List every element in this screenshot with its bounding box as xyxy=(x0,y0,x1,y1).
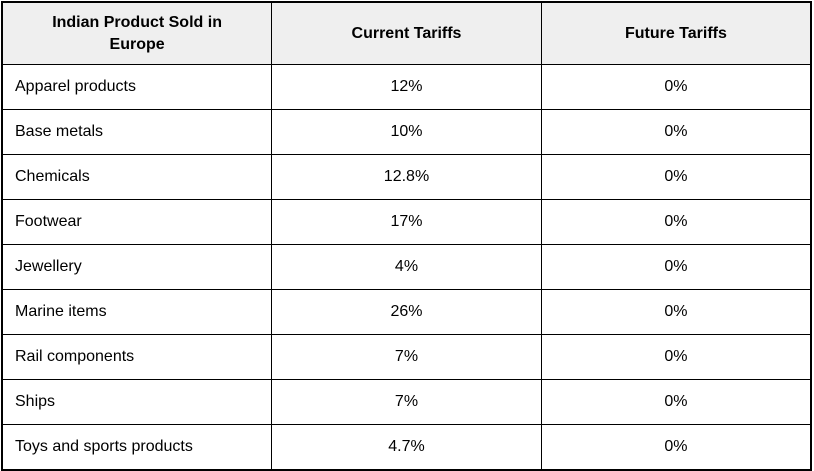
future-tariff-cell: 0% xyxy=(540,424,812,471)
current-tariff-cell: 7% xyxy=(271,379,542,425)
table-row: Apparel products 12% 0% xyxy=(1,64,812,110)
table-row: Chemicals 12.8% 0% xyxy=(1,154,812,200)
table-row: Footwear 17% 0% xyxy=(1,199,812,245)
current-tariff-cell: 7% xyxy=(271,334,542,380)
table-row: Base metals 10% 0% xyxy=(1,109,812,155)
current-tariff-cell: 4% xyxy=(271,244,542,290)
future-tariff-cell: 0% xyxy=(540,289,812,335)
header-product-label: Indian Product Sold in Europe xyxy=(52,13,222,53)
product-cell: Base metals xyxy=(1,109,273,155)
table-row: Toys and sports products 4.7% 0% xyxy=(1,424,812,471)
product-cell: Footwear xyxy=(1,199,273,245)
product-cell: Toys and sports products xyxy=(1,424,273,471)
product-cell: Chemicals xyxy=(1,154,273,200)
header-product-column: Indian Product Sold in Europe xyxy=(1,1,273,65)
current-tariff-cell: 17% xyxy=(271,199,542,245)
current-tariff-cell: 4.7% xyxy=(271,424,542,471)
future-tariff-cell: 0% xyxy=(540,334,812,380)
product-cell: Ships xyxy=(1,379,273,425)
future-tariff-cell: 0% xyxy=(540,109,812,155)
future-tariff-cell: 0% xyxy=(540,244,812,290)
table-header-row: Indian Product Sold in Europe Current Ta… xyxy=(1,1,812,65)
header-current-tariffs-column: Current Tariffs xyxy=(271,1,542,65)
header-future-tariffs-label: Future Tariffs xyxy=(624,24,727,42)
current-tariff-cell: 12.8% xyxy=(271,154,542,200)
current-tariff-cell: 10% xyxy=(271,109,542,155)
product-cell: Rail components xyxy=(1,334,273,380)
current-tariff-cell: 12% xyxy=(271,64,542,110)
table-row: Rail components 7% 0% xyxy=(1,334,812,380)
product-cell: Marine items xyxy=(1,289,273,335)
header-future-tariffs-column: Future Tariffs xyxy=(540,1,812,65)
product-cell: Apparel products xyxy=(1,64,273,110)
future-tariff-cell: 0% xyxy=(540,199,812,245)
current-tariff-cell: 26% xyxy=(271,289,542,335)
table-row: Ships 7% 0% xyxy=(1,379,812,425)
future-tariff-cell: 0% xyxy=(540,64,812,110)
table-row: Jewellery 4% 0% xyxy=(1,244,812,290)
future-tariff-cell: 0% xyxy=(540,379,812,425)
header-current-tariffs-label: Current Tariffs xyxy=(351,24,462,42)
future-tariff-cell: 0% xyxy=(540,154,812,200)
product-cell: Jewellery xyxy=(1,244,273,290)
table-row: Marine items 26% 0% xyxy=(1,289,812,335)
